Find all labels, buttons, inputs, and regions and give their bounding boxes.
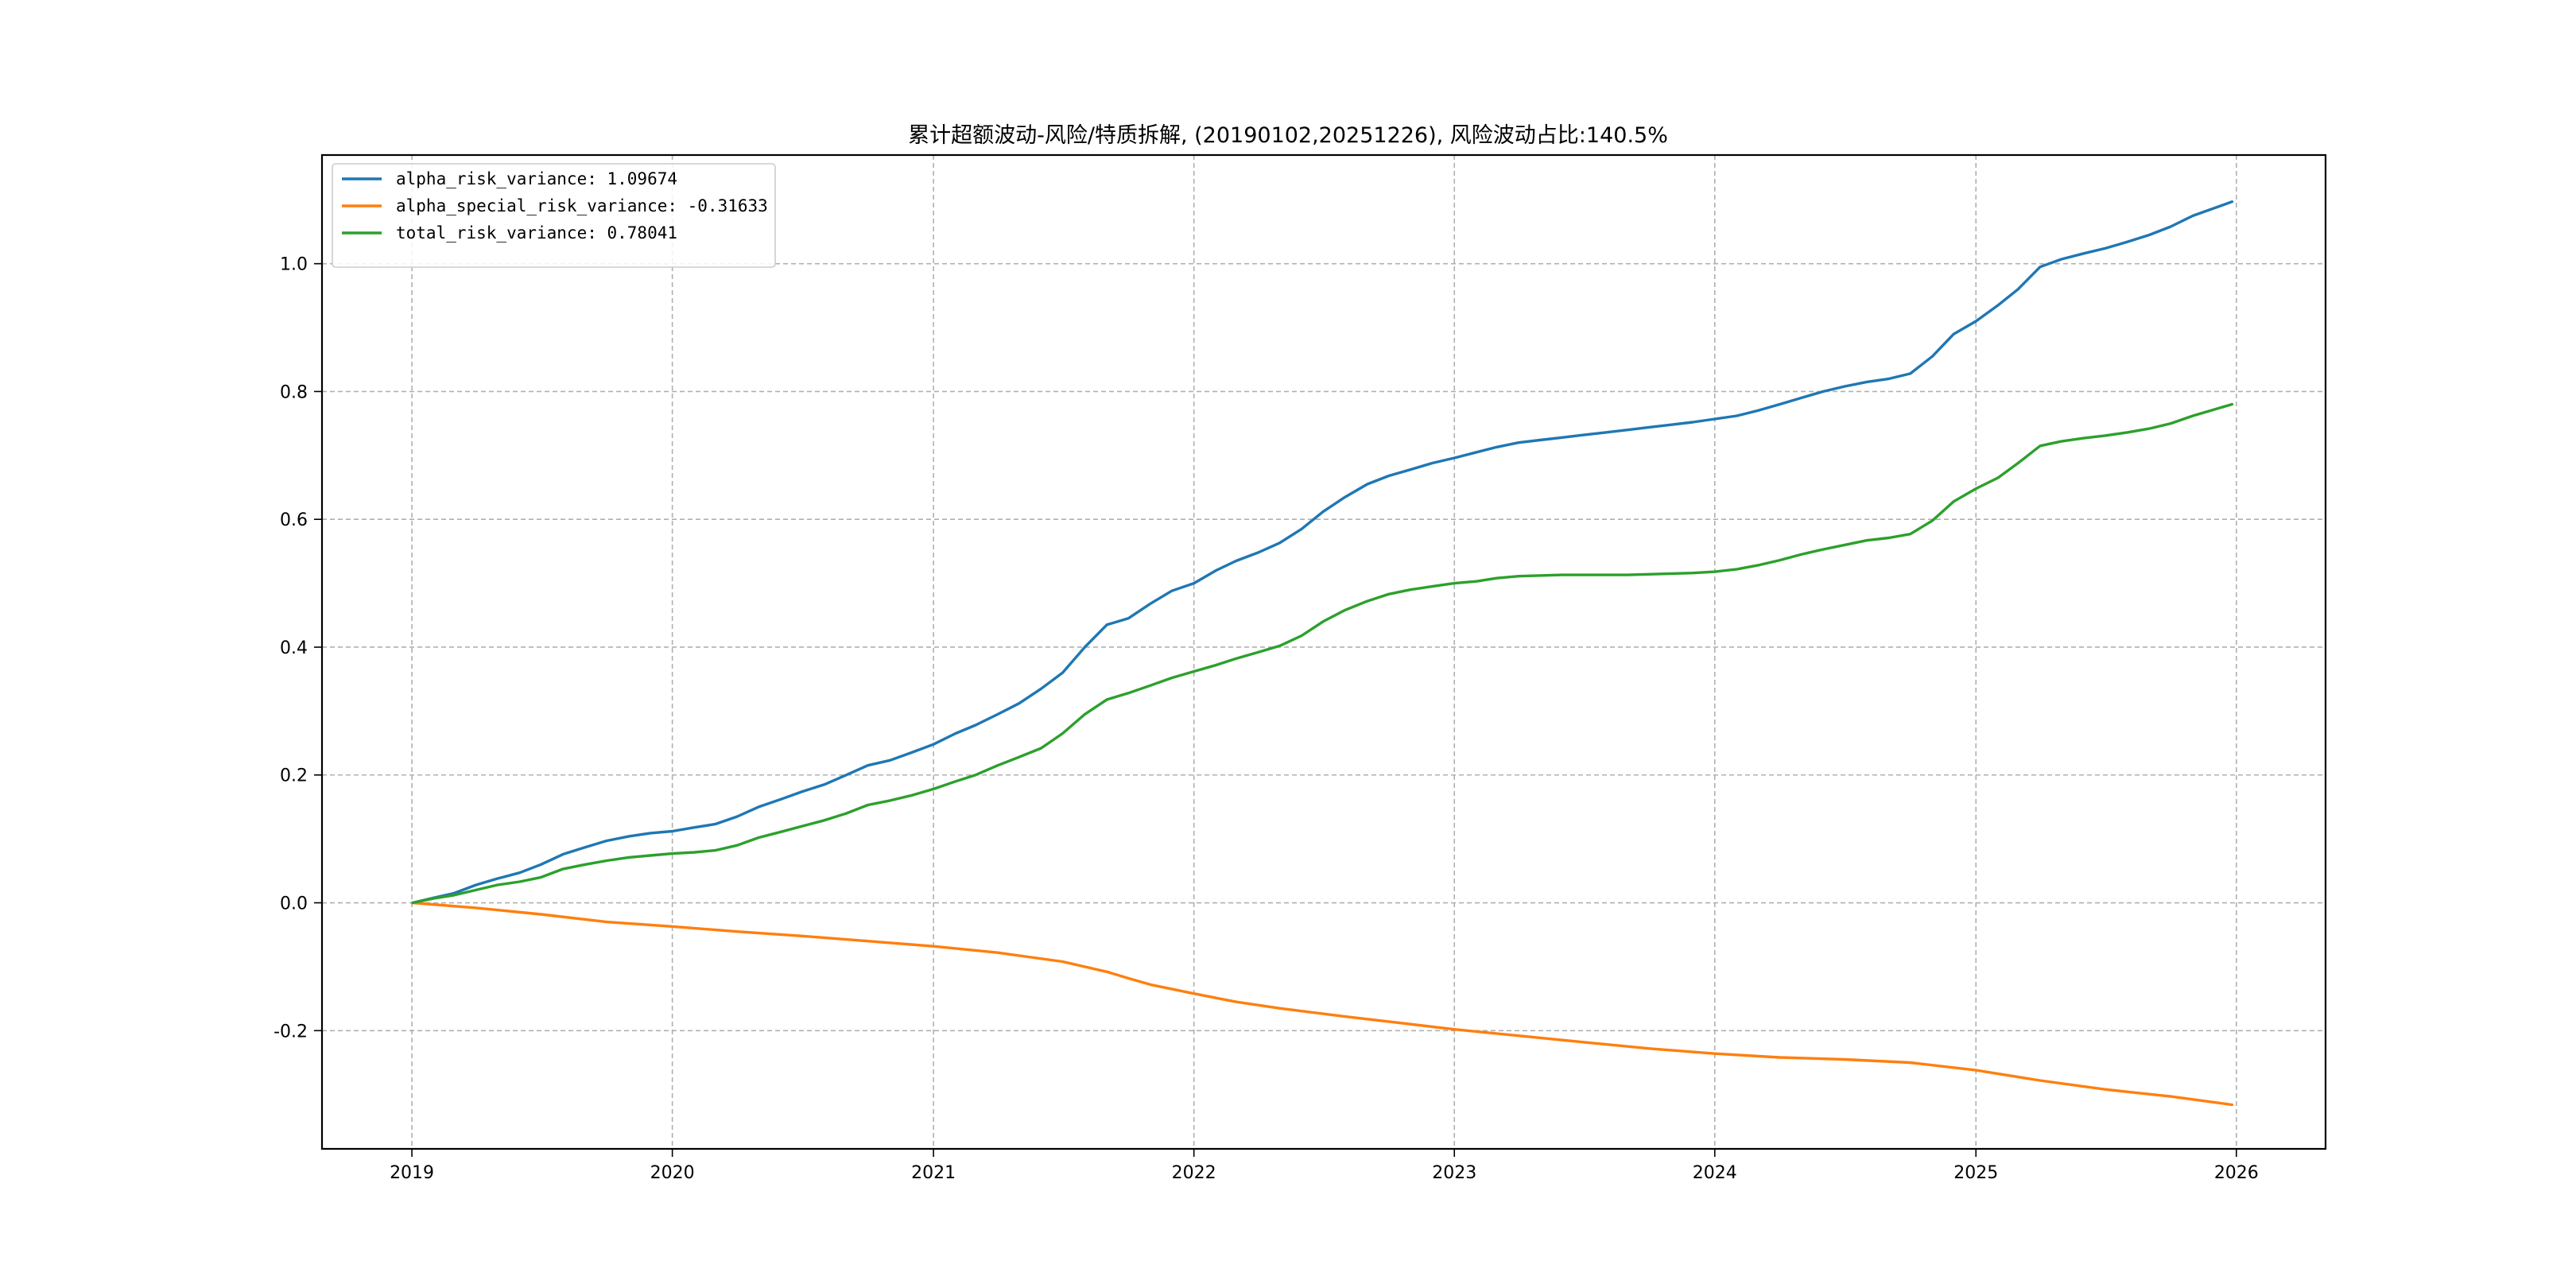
y-tick-label: 0.8: [280, 382, 308, 402]
plot-area-frame: [320, 153, 2327, 1150]
x-tick-label: 2024: [1693, 1163, 1737, 1183]
legend-box: [332, 163, 776, 268]
x-tick-label: 2021: [911, 1163, 956, 1183]
legend-label-1: alpha_risk_variance: 1.09674: [396, 169, 677, 188]
x-tick-label: 2026: [2214, 1163, 2259, 1183]
series-layer: [411, 200, 2234, 1107]
x-tick-label: 2019: [390, 1163, 434, 1183]
y-tick-label: 0.4: [280, 638, 308, 658]
series-line-2: [411, 901, 2234, 1107]
y-tick-label: 0.0: [280, 894, 308, 914]
x-tick-label: 2023: [1432, 1163, 1476, 1183]
y-tick-label: 0.2: [280, 766, 308, 786]
series-line-1: [411, 200, 2234, 905]
chart-title: 累计超额波动-风险/特质拆解, (20190102,20251226), 风险波…: [908, 123, 1668, 148]
grid-lines: [322, 155, 2326, 1149]
y-tick-label: -0.2: [274, 1022, 308, 1042]
x-tick-label: 2022: [1172, 1163, 1216, 1183]
legend-label-3: total_risk_variance: 0.78041: [396, 223, 677, 242]
y-tick-label: 1.0: [280, 255, 308, 275]
x-tick-label: 2025: [1953, 1163, 1998, 1183]
legend-label-2: alpha_special_risk_variance: -0.31633: [396, 196, 768, 215]
legend: alpha_risk_variance: 1.09674 alpha_specia…: [332, 163, 776, 268]
series-line-3: [411, 402, 2234, 905]
x-tick-label: 2020: [650, 1163, 695, 1183]
axis-ticks: 2019 2020 2021 2022 2023 2024 2025 2026 -0.2 0.0 0…: [274, 255, 2259, 1183]
y-tick-label: 0.6: [280, 510, 308, 530]
